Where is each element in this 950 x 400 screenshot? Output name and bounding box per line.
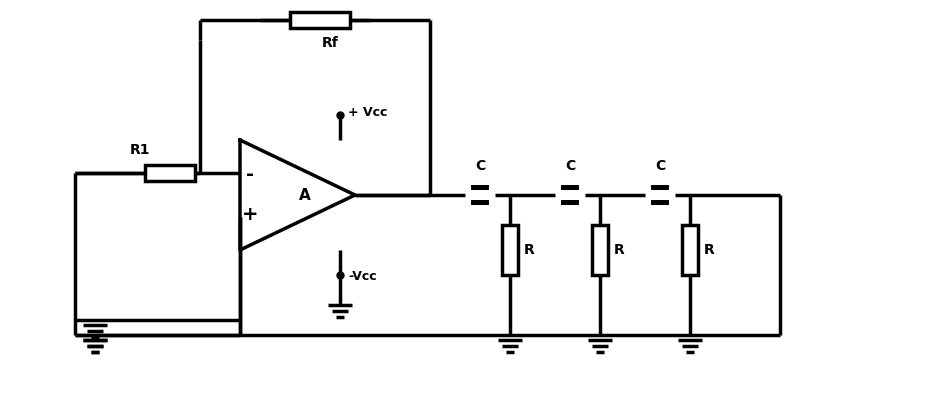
Text: C: C: [475, 159, 485, 173]
Text: -: -: [246, 166, 254, 184]
Bar: [651, 200, 669, 205]
Text: -Vcc: -Vcc: [348, 270, 376, 284]
Text: R1: R1: [130, 143, 150, 157]
Bar: [651, 185, 669, 190]
Bar: [471, 185, 489, 190]
Text: Rf: Rf: [322, 36, 338, 50]
Bar: [592, 225, 608, 275]
Bar: [561, 185, 579, 190]
Text: R: R: [614, 243, 625, 257]
Text: R: R: [524, 243, 535, 257]
Text: C: C: [565, 159, 575, 173]
Bar: [682, 225, 698, 275]
Text: +: +: [241, 206, 258, 224]
Bar: [290, 12, 350, 28]
Bar: [561, 200, 579, 205]
Text: R: R: [704, 243, 714, 257]
Bar: [145, 165, 195, 181]
Text: A: A: [299, 188, 311, 202]
Text: + Vcc: + Vcc: [348, 106, 388, 120]
Text: C: C: [655, 159, 665, 173]
Bar: [471, 200, 489, 205]
Bar: [502, 225, 518, 275]
